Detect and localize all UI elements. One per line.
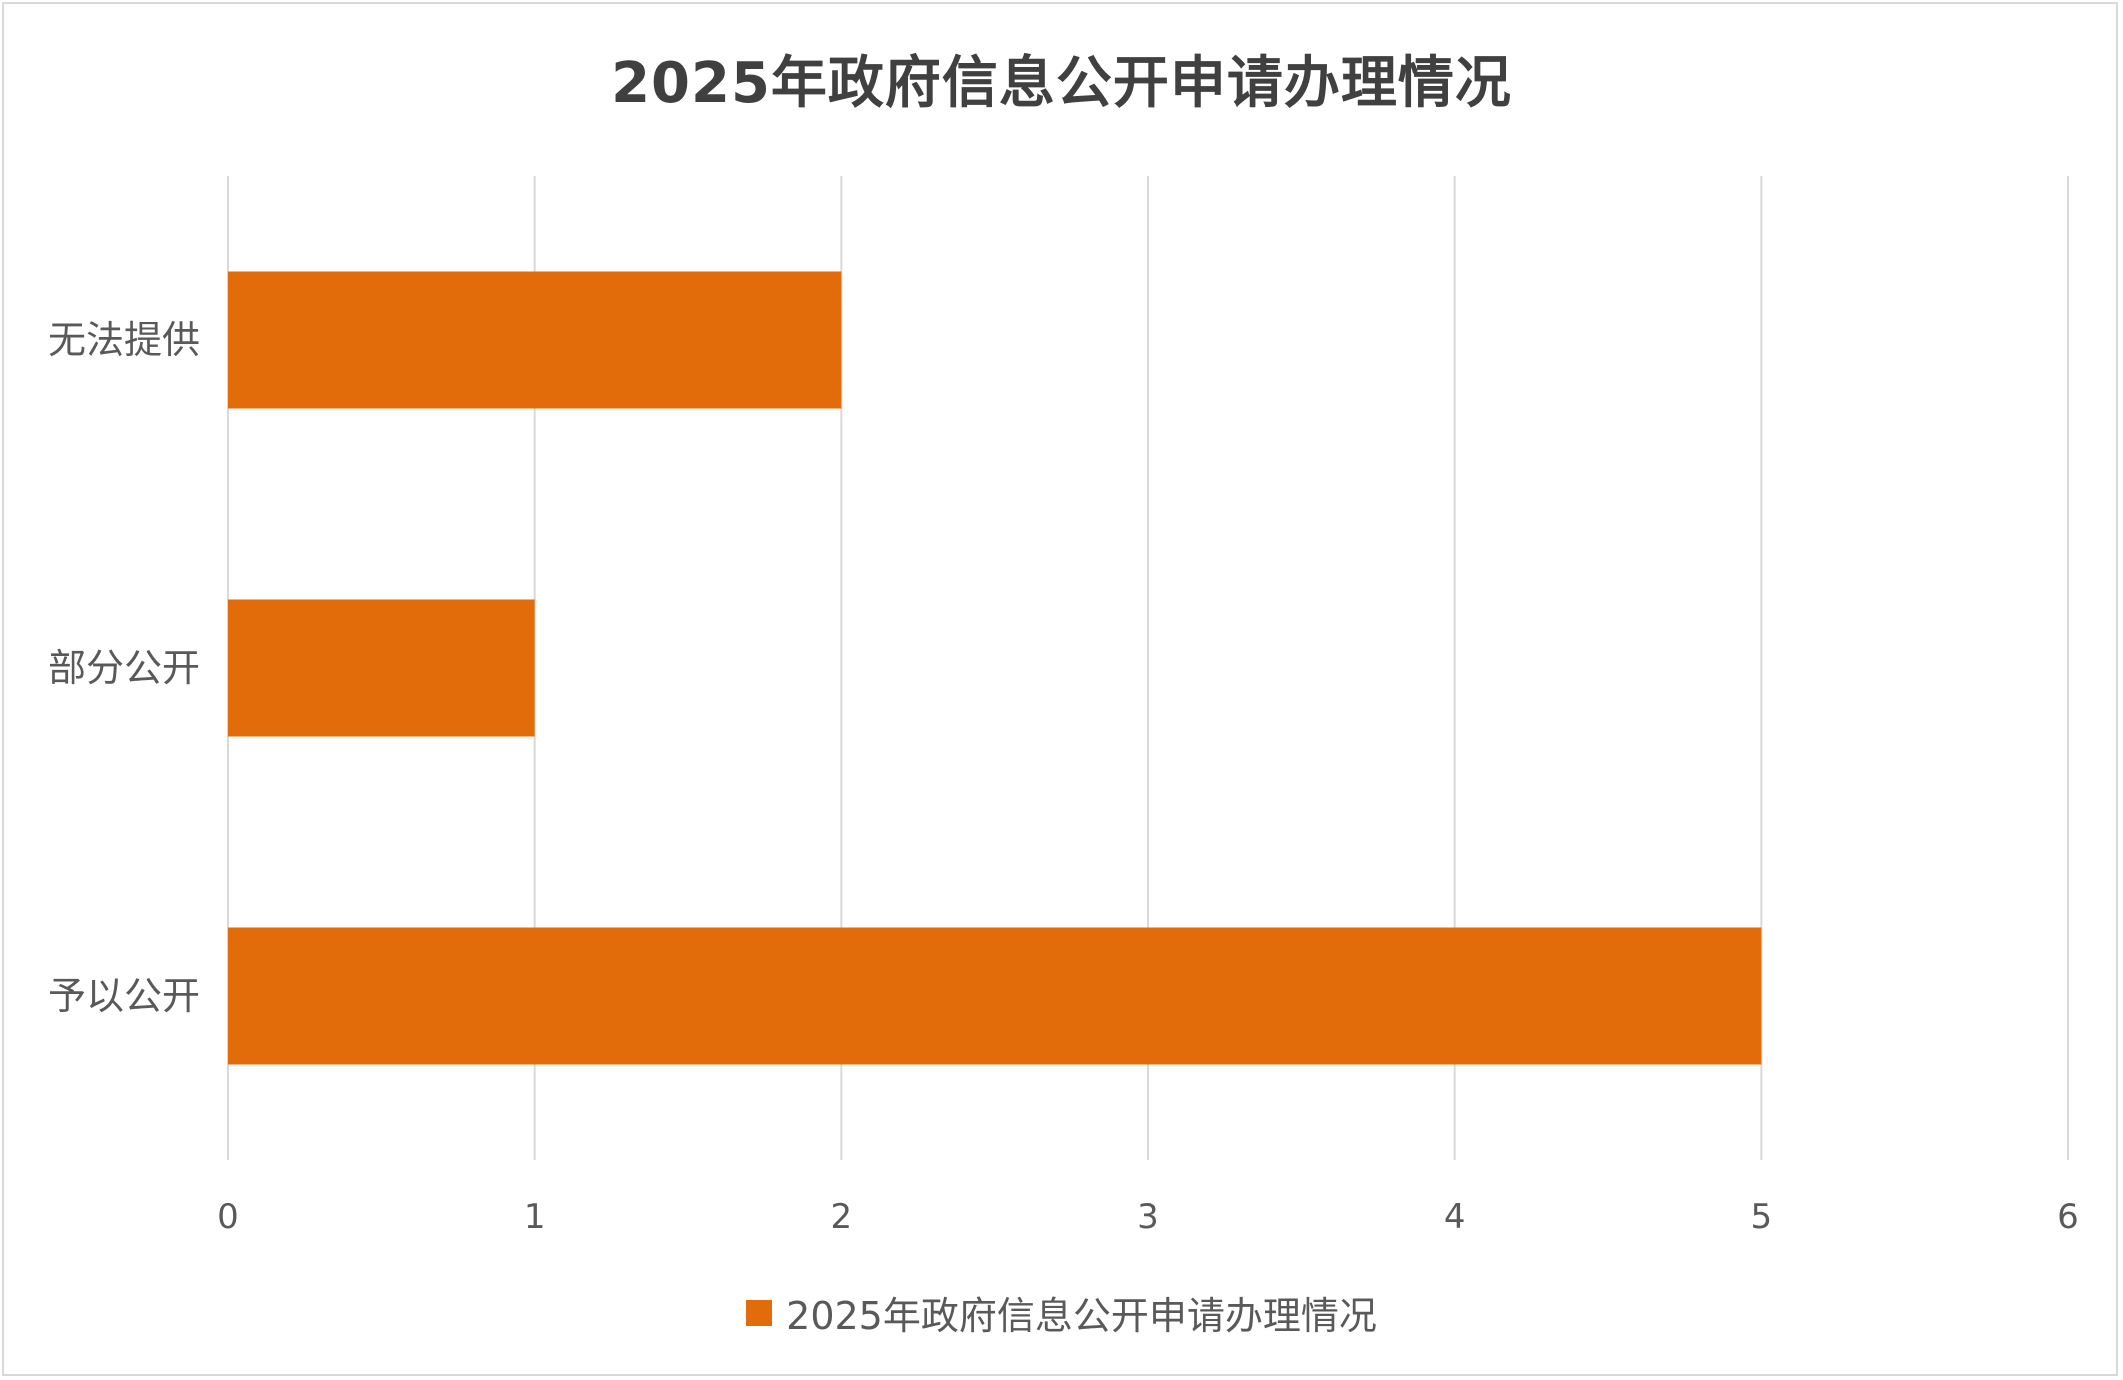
legend-swatch (746, 1299, 773, 1326)
x-tick-label: 0 (217, 1197, 239, 1237)
bar (228, 599, 535, 737)
bar (228, 927, 1762, 1065)
x-tick-label: 2 (831, 1197, 853, 1237)
category-label: 部分公开 (48, 646, 200, 690)
bars (228, 271, 1762, 1065)
chart-title: 2025年政府信息公开申请办理情况 (611, 51, 1512, 116)
category-labels: 予以公开 部分公开 无法提供 (48, 318, 200, 1018)
x-tick-label: 5 (1751, 1197, 1773, 1237)
x-tick-label: 3 (1137, 1197, 1159, 1237)
legend: 2025年政府信息公开申请办理情况 (0, 1285, 2123, 1340)
category-label: 予以公开 (48, 974, 200, 1018)
x-tick-labels: 0 1 2 3 4 5 6 (217, 1197, 2079, 1237)
bar (228, 271, 842, 409)
x-tick-label: 4 (1444, 1197, 1466, 1237)
legend-label: 2025年政府信息公开申请办理情况 (786, 1294, 1377, 1338)
x-tick-label: 1 (524, 1197, 546, 1237)
category-label: 无法提供 (48, 318, 200, 362)
x-tick-label: 6 (2057, 1197, 2079, 1237)
